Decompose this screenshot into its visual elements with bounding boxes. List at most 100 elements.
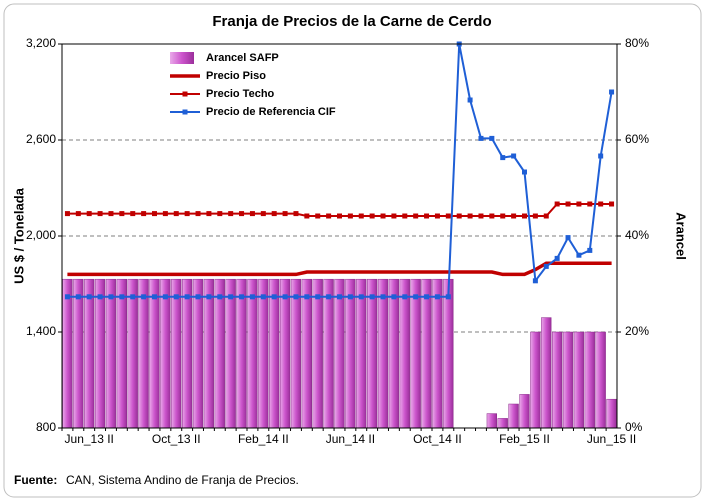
marker <box>152 294 157 300</box>
marker <box>64 211 70 217</box>
marker <box>369 213 375 219</box>
bar <box>552 331 563 429</box>
marker <box>239 211 245 217</box>
bar <box>116 278 127 429</box>
bar <box>301 278 312 429</box>
line <box>67 261 612 277</box>
y2-tick-label: 20% <box>625 324 649 338</box>
bar <box>312 278 323 429</box>
marker <box>195 294 201 300</box>
y2-tick-label: 40% <box>625 228 649 242</box>
marker <box>467 213 473 219</box>
bar <box>573 331 585 429</box>
bar <box>377 278 389 429</box>
bar <box>149 278 160 429</box>
source-label: Fuente: <box>14 473 57 487</box>
bar <box>399 278 410 429</box>
bar <box>127 278 138 429</box>
marker <box>413 294 419 300</box>
x-tick-label: Jun_15 II <box>587 432 636 446</box>
marker <box>445 294 451 300</box>
marker <box>260 294 266 300</box>
marker <box>598 153 604 159</box>
marker <box>380 294 386 300</box>
marker <box>511 153 517 159</box>
marker <box>576 201 582 207</box>
marker <box>554 201 560 207</box>
marker <box>424 213 430 219</box>
marker <box>543 263 549 269</box>
marker <box>347 213 353 219</box>
marker <box>206 294 212 300</box>
marker <box>315 294 321 300</box>
marker <box>195 211 201 217</box>
bar <box>105 278 117 429</box>
marker <box>543 213 549 219</box>
marker <box>293 211 299 217</box>
marker <box>64 294 70 300</box>
marker <box>86 294 92 300</box>
marker <box>326 213 332 219</box>
y2-axis-label: Arancel <box>674 212 689 260</box>
legend-marker <box>182 91 188 97</box>
bar <box>421 278 432 429</box>
marker <box>347 294 353 300</box>
marker <box>358 294 364 300</box>
bar <box>182 278 193 429</box>
marker <box>184 211 190 217</box>
marker <box>97 211 103 217</box>
marker <box>532 213 538 219</box>
marker <box>434 213 440 219</box>
bar <box>584 331 595 429</box>
marker <box>206 211 212 217</box>
marker <box>500 213 506 219</box>
y2-tick-label: 0% <box>625 420 643 434</box>
marker <box>260 211 266 217</box>
marker <box>587 247 593 253</box>
bar <box>203 278 215 429</box>
marker <box>511 213 517 219</box>
marker <box>271 211 277 217</box>
marker <box>293 294 299 300</box>
y-axis-label: US $ / Tonelada <box>11 187 26 284</box>
marker <box>609 89 615 95</box>
marker <box>380 213 386 219</box>
bar <box>388 278 400 429</box>
bar <box>530 331 541 429</box>
bar <box>138 278 149 429</box>
marker <box>130 211 136 217</box>
marker <box>609 201 615 207</box>
marker <box>75 294 81 300</box>
marker <box>130 294 136 300</box>
legend-label: Precio Techo <box>206 88 275 100</box>
legend-label: Precio de Referencia CIF <box>206 106 336 118</box>
marker <box>108 294 114 300</box>
marker <box>315 213 321 219</box>
marker <box>162 211 168 217</box>
x-tick-label: Jun_14 II <box>326 432 375 446</box>
marker <box>391 213 397 219</box>
marker <box>217 294 223 300</box>
bar <box>290 278 302 429</box>
y-tick-label: 3,200 <box>26 36 56 50</box>
marker <box>97 294 103 300</box>
marker <box>152 211 157 217</box>
bar <box>214 278 225 429</box>
y2-tick-label: 80% <box>625 36 649 50</box>
marker <box>141 294 147 300</box>
bar <box>171 278 182 429</box>
marker <box>358 213 364 219</box>
marker <box>173 211 179 217</box>
marker <box>369 294 375 300</box>
bar <box>323 278 334 429</box>
marker <box>391 294 397 300</box>
bar <box>247 278 258 429</box>
marker <box>337 213 342 219</box>
marker <box>532 278 538 284</box>
marker <box>141 211 147 217</box>
bar <box>225 278 236 429</box>
bar <box>443 278 454 429</box>
bar <box>367 278 378 429</box>
marker <box>271 294 277 300</box>
marker <box>445 213 451 219</box>
